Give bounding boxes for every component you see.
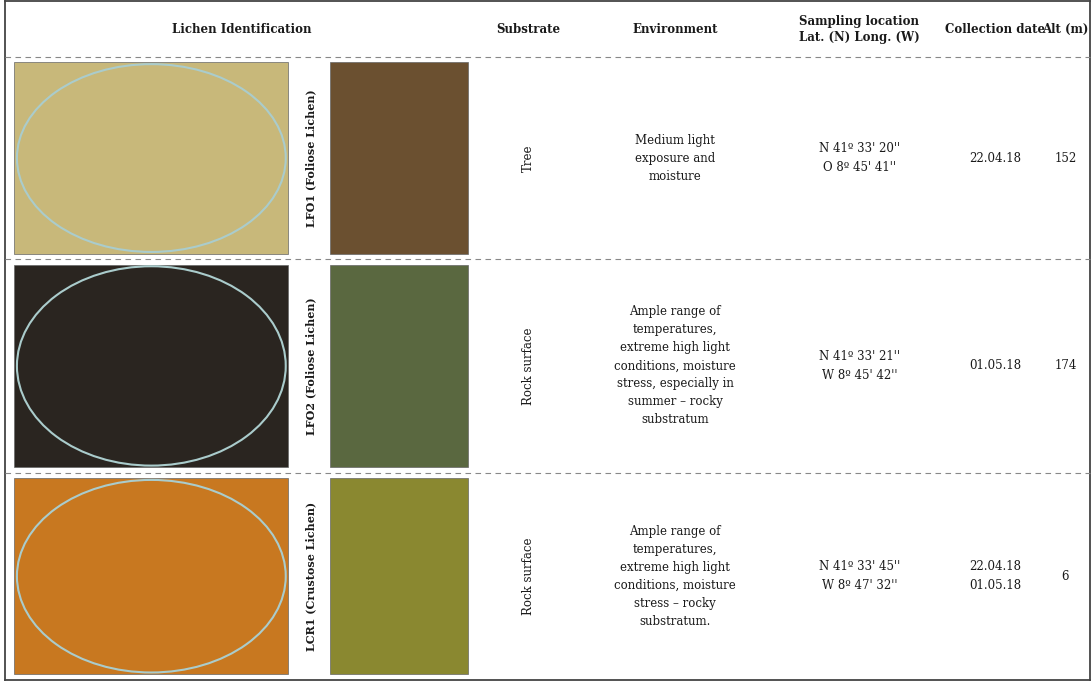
FancyBboxPatch shape xyxy=(330,478,468,674)
Text: Sampling location
Lat. (N) Long. (W): Sampling location Lat. (N) Long. (W) xyxy=(799,15,919,44)
Text: Ample range of
temperatures,
extreme high light
conditions, moisture
stress, esp: Ample range of temperatures, extreme hig… xyxy=(614,306,736,426)
FancyBboxPatch shape xyxy=(330,63,468,253)
Text: 01.05.18: 01.05.18 xyxy=(969,360,1021,373)
Text: Rock surface: Rock surface xyxy=(522,537,535,615)
Text: Tree: Tree xyxy=(522,144,535,172)
Text: Medium light
exposure and
moisture: Medium light exposure and moisture xyxy=(634,133,715,183)
Text: Collection date: Collection date xyxy=(945,22,1045,35)
Text: N 41º 33' 21''
W 8º 45' 42'': N 41º 33' 21'' W 8º 45' 42'' xyxy=(819,350,900,382)
Text: Lichen Identification: Lichen Identification xyxy=(171,22,311,35)
Text: Ample range of
temperatures,
extreme high light
conditions, moisture
stress – ro: Ample range of temperatures, extreme hig… xyxy=(614,524,736,628)
Text: N 41º 33' 45''
W 8º 47' 32'': N 41º 33' 45'' W 8º 47' 32'' xyxy=(819,560,900,592)
Text: Rock surface: Rock surface xyxy=(522,327,535,405)
Text: 152: 152 xyxy=(1054,152,1077,165)
Text: Alt (m): Alt (m) xyxy=(1042,22,1089,35)
Text: N 41º 33' 20''
O 8º 45' 41'': N 41º 33' 20'' O 8º 45' 41'' xyxy=(819,142,900,174)
Text: Substrate: Substrate xyxy=(497,22,560,35)
Text: 22.04.18
01.05.18: 22.04.18 01.05.18 xyxy=(969,560,1021,592)
FancyBboxPatch shape xyxy=(14,478,288,674)
Text: LCR1 (Crustose Lichen): LCR1 (Crustose Lichen) xyxy=(305,502,316,651)
FancyBboxPatch shape xyxy=(330,264,468,467)
Text: LFO2 (Foliose Lichen): LFO2 (Foliose Lichen) xyxy=(305,297,316,434)
Text: Environment: Environment xyxy=(632,22,717,35)
Text: 22.04.18: 22.04.18 xyxy=(969,152,1021,165)
Text: 6: 6 xyxy=(1061,570,1069,583)
FancyBboxPatch shape xyxy=(14,264,288,467)
FancyBboxPatch shape xyxy=(14,63,288,253)
Text: LFO1 (Foliose Lichen): LFO1 (Foliose Lichen) xyxy=(305,89,316,227)
Text: 174: 174 xyxy=(1054,360,1077,373)
